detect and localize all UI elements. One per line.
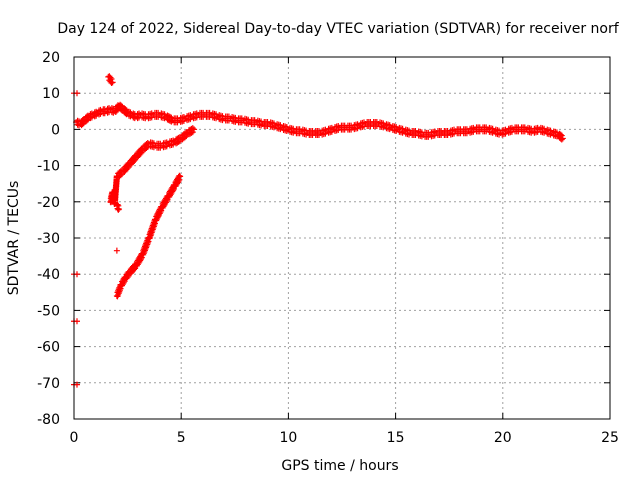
main-arc-point [168, 118, 175, 125]
x-tick-label: 20 [494, 430, 512, 446]
x-tick-label: 10 [279, 430, 297, 446]
main-arc-point [113, 107, 120, 114]
x-tick-label: 0 [70, 430, 79, 446]
y-tick-label: -40 [37, 267, 60, 283]
y-tick-label: -70 [37, 376, 60, 392]
edge-points-point [74, 318, 80, 325]
lower-arc-point [177, 173, 184, 180]
main-arc-point [558, 136, 565, 143]
y-tick-label: -20 [37, 195, 60, 211]
middle-arc-point [175, 138, 182, 145]
y-tick-label: 0 [51, 122, 60, 138]
middle-arc-point [189, 129, 196, 136]
y-tick-label: -60 [37, 340, 60, 356]
data-points [71, 73, 566, 388]
lower-arc-point [163, 198, 170, 205]
lower-arc-point [176, 176, 183, 183]
middle-arc-point [143, 145, 150, 152]
middle-arc-point [188, 129, 195, 136]
middle-arc-point [117, 172, 124, 179]
y-tick-label: 10 [42, 86, 60, 102]
y-tick-label: -50 [37, 303, 60, 319]
x-tick-label: 15 [387, 430, 405, 446]
lower-arc-point [113, 247, 120, 254]
lower-arc-point [138, 256, 144, 263]
lower-arc-point [138, 254, 145, 261]
y-tick-label: -10 [37, 159, 60, 175]
main-arc-point [79, 121, 86, 128]
lower-arc-point [131, 266, 138, 273]
middle-arc-point [191, 126, 198, 133]
lower-arc-point [124, 274, 131, 281]
lower-arc-point [175, 178, 182, 185]
middle-arc-point [131, 157, 138, 164]
y-tick-label: 20 [42, 50, 60, 66]
middle-arc-point [182, 134, 189, 141]
edge-points-point [74, 90, 80, 97]
lower-arc-point [116, 206, 123, 213]
x-axis-label: GPS time / hours [281, 458, 398, 474]
middle-arc-point [124, 165, 131, 172]
x-tick-label: 25 [601, 430, 619, 446]
lower-arc-point [115, 206, 122, 213]
lower-arc-point [170, 187, 177, 194]
y-tick-label: -30 [37, 231, 60, 247]
edge-points-point [74, 381, 80, 388]
y-axis-label: SDTVAR / TECUs [6, 181, 22, 296]
x-tick-label: 5 [177, 430, 186, 446]
main-arc-point [559, 135, 566, 142]
edge-points-point [74, 271, 80, 278]
main-arc-point [83, 117, 90, 124]
middle-arc-point [108, 79, 115, 86]
y-tick-label: -80 [37, 412, 60, 428]
chart-title: Day 124 of 2022, Sidereal Day-to-day VTE… [57, 21, 619, 37]
middle-arc-point [137, 150, 144, 157]
plot-frame [73, 56, 611, 420]
middle-arc-point [109, 79, 116, 86]
